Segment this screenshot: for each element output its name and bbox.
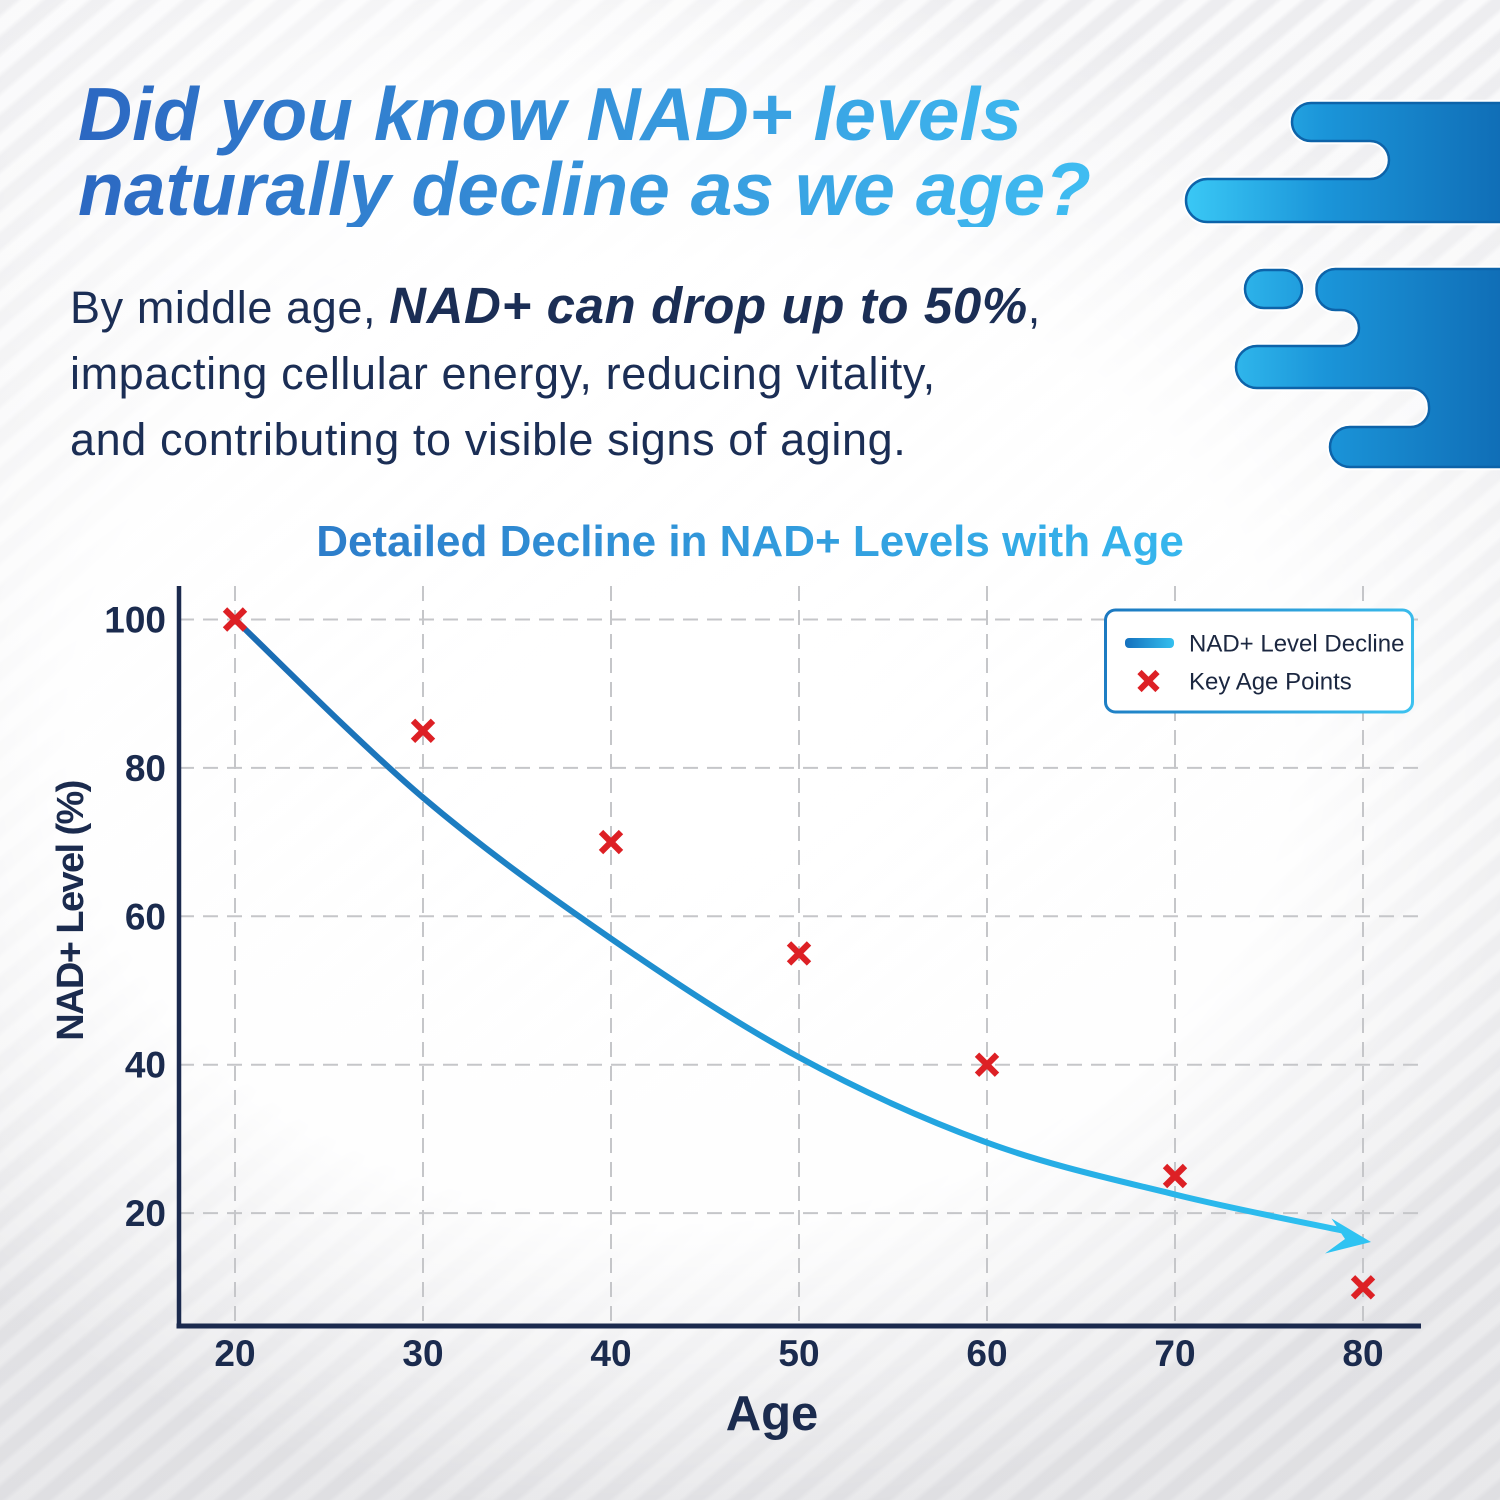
splash-bottom-cluster	[1234, 267, 1500, 469]
key-age-marker-50	[786, 941, 812, 966]
key-age-marker-60	[974, 1052, 1000, 1077]
y-tick-100: 100	[104, 600, 166, 641]
x-tick-40: 40	[590, 1333, 631, 1374]
trend-line	[232, 616, 1348, 1234]
x-axis-spine	[176, 1323, 1421, 1329]
legend-x-marker	[1137, 669, 1160, 693]
x-tick-20: 20	[214, 1333, 255, 1374]
intro-line1-bold: NAD+ can drop up to 50%	[389, 277, 1028, 334]
legend-line-swatch	[1125, 638, 1174, 648]
key-age-marker-40	[598, 829, 624, 855]
legend-box	[1104, 608, 1414, 714]
legend-label-line: NAD+ Level Decline	[1189, 631, 1404, 658]
intro-line2: impacting cellular energy, reducing vita…	[70, 348, 936, 399]
y-axis-spine	[176, 586, 182, 1329]
key-age-marker-20	[222, 607, 248, 632]
y-tick-40: 40	[125, 1045, 166, 1086]
key-age-marker-70	[1162, 1163, 1188, 1189]
y-tick-60: 60	[125, 896, 166, 937]
x-axis-label: Age	[726, 1387, 819, 1441]
intro-line3: and contributing to visible signs of agi…	[70, 414, 907, 465]
splash-top-cluster	[1184, 101, 1500, 224]
key-age-marker-80	[1350, 1275, 1376, 1300]
x-tick-30: 30	[402, 1333, 443, 1374]
trend-arrowhead	[1325, 1218, 1371, 1254]
key-age-marker-30	[410, 718, 436, 743]
intro-line1-pre: By middle age,	[70, 282, 390, 333]
x-tick-70: 70	[1154, 1333, 1195, 1374]
x-tick-80: 80	[1342, 1333, 1383, 1374]
legend: NAD+ Level Decline Key Age Points	[1104, 608, 1414, 714]
legend-label-points: Key Age Points	[1189, 669, 1352, 696]
x-tick-60: 60	[966, 1333, 1007, 1374]
splash-shapes	[1184, 101, 1500, 469]
axes	[176, 586, 1421, 1329]
y-tick-20: 20	[125, 1193, 166, 1234]
data-series	[222, 607, 1376, 1300]
y-axis-label: NAD+ Level (%)	[50, 781, 92, 1041]
splash-dot	[1243, 268, 1304, 310]
y-tick-80: 80	[125, 748, 166, 789]
intro-line1-post: ,	[1027, 282, 1041, 333]
x-tick-50: 50	[778, 1333, 819, 1374]
tick-labels: 20 40 60 80 100 20 30 40 50 60 70 80	[104, 600, 1383, 1375]
chart-title: Detailed Decline in NAD+ Levels with Age	[316, 517, 1184, 566]
splash-decoration	[1182, 99, 1500, 471]
intro-text: By middle age, NAD+ can drop up to 50%, i…	[70, 273, 1041, 473]
